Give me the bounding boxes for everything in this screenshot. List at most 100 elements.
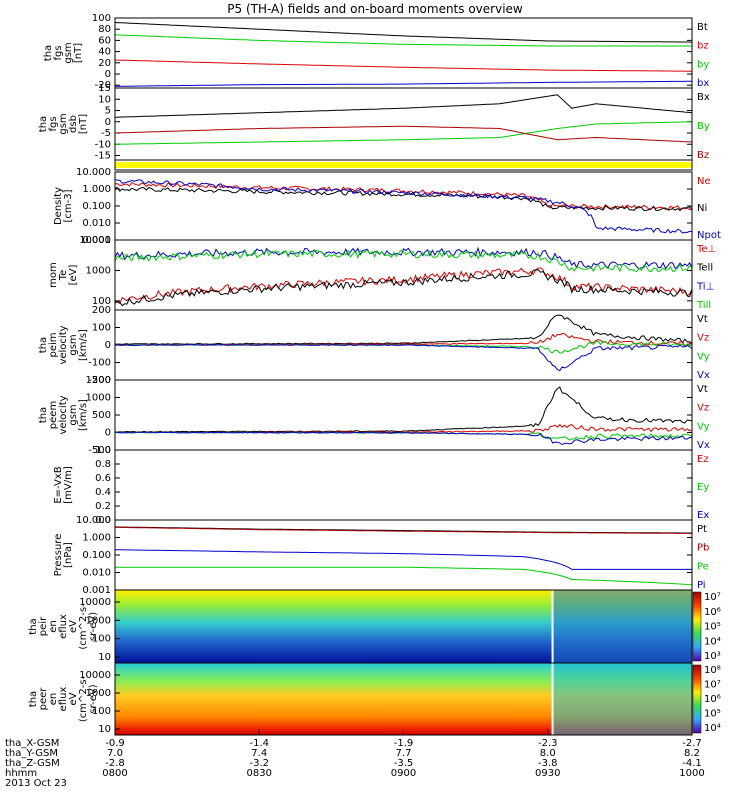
spectrogram-late-region — [552, 590, 692, 663]
panel-efield: 1.0 0.8 0.6 0.4 0.2 0.0 Ez Ey Ex E=-VxB [mV/m] — [53, 445, 709, 526]
x-axis-ephemeris: -0.97.0-2.80800-1.47.4-3.20830-1.97.7-3.… — [5, 729, 705, 789]
y-tick-label: 10 — [98, 652, 111, 663]
z-gsm-value: -4.1 — [682, 758, 702, 769]
series-Vx-line — [114, 344, 693, 372]
y-tick-label: 0.100 — [82, 201, 111, 212]
x-gsm-value: -2.7 — [682, 738, 702, 749]
colorbar: 10⁷ 10⁶ 10⁵ 10⁴ 10³ — [692, 591, 721, 662]
y-tick-label: 0.001 — [82, 235, 111, 246]
y-tick-label: 0.6 — [95, 473, 111, 484]
plot-title: P5 (TH-A) fields and on-board moments ov… — [227, 2, 523, 16]
y-tick-label: 10000 — [79, 235, 111, 246]
y-axis-label: Density — [53, 187, 64, 225]
y-axis-label: tha — [38, 337, 49, 353]
y-tick-label: 1000 — [86, 615, 111, 626]
y-gsm-value: 7.0 — [107, 748, 123, 759]
y-axis-label: velocity — [58, 395, 69, 434]
legend-label: Vx — [697, 370, 710, 381]
panel-peir-spectrogram: 10⁷ 10⁶ 10⁵ 10⁴ 10³ 10000 1000 100 10 tha peir en ef… — [28, 589, 721, 664]
y-axis-label: fgs — [48, 116, 59, 131]
z-gsm-value: -2.8 — [105, 758, 125, 769]
y-axis-label: [km/s] — [78, 399, 89, 431]
z-gsm-value: -3.5 — [394, 758, 414, 769]
series-Vx-line — [114, 431, 693, 446]
y-axis-label: [nT] — [78, 114, 89, 134]
y-tick-label: 1500 — [86, 375, 111, 386]
x-gsm-value: -1.4 — [249, 738, 269, 749]
hhmm-value: 1000 — [679, 768, 704, 779]
x-axis-row-label: tha_Y-GSM — [5, 748, 58, 759]
colorbar-bar — [692, 664, 702, 734]
y-tick-label: 0.4 — [95, 487, 111, 498]
y-tick-label: 0.2 — [95, 501, 111, 512]
legend-label: Vt — [697, 384, 708, 395]
y-axis-label: gsm — [68, 404, 79, 425]
y-axis-label: peer — [38, 687, 49, 711]
y-axis-label: en — [48, 620, 59, 633]
spectrogram-late-region — [552, 663, 692, 735]
y-axis-label: eV — [68, 620, 79, 633]
y-tick-label: 0.010 — [82, 568, 111, 579]
y-tick-label: 0 — [105, 340, 111, 351]
panel-temperature: 10000 1000 100 Te⊥ Tell Ti⊥ Till mom Te [eV] — [48, 235, 716, 311]
colorbar-label: 10⁵ — [704, 709, 721, 720]
y-axis-label: [nT] — [73, 43, 84, 63]
y-gsm-value: 8.2 — [684, 748, 700, 759]
colorbar: 10⁸ 10⁷ 10⁶ 10⁵ 10⁴ — [692, 664, 721, 734]
legend-label: Ni — [697, 203, 707, 214]
panel-frame — [114, 17, 693, 89]
y-axis-label: dsb — [68, 115, 79, 133]
y-tick-label: 0 — [105, 69, 111, 80]
y-axis-label: tha — [28, 618, 39, 634]
y-axis-label: gsm — [63, 42, 74, 63]
legend-label: bx — [697, 78, 709, 89]
y-tick-label: 1000 — [86, 688, 111, 699]
y-tick-label: 100 — [92, 296, 111, 307]
series-by-line — [114, 34, 692, 47]
y-tick-label: 15 — [98, 83, 111, 94]
legend-label: Till — [696, 300, 711, 311]
legend-label: Bx — [697, 92, 710, 103]
legend-label: Npot — [697, 230, 721, 241]
y-axis-label: velocity — [58, 325, 69, 364]
y-tick-label: -500 — [88, 445, 111, 456]
legend-label: Pb — [697, 543, 709, 554]
series-Vt-line — [114, 386, 693, 433]
y-axis-label: [mV/m] — [63, 466, 74, 504]
y-tick-label: 10 — [98, 724, 111, 735]
series-Pb-line — [115, 526, 692, 534]
y-axis-label: tha — [28, 691, 39, 707]
y-axis-label: [cm-3] — [63, 189, 74, 222]
legend-label: Vz — [697, 403, 709, 414]
legend-label: Pt — [697, 524, 707, 535]
legend-label: Pe — [697, 561, 709, 572]
y-tick-label: 1.000 — [82, 184, 111, 195]
colorbar-label: 10⁷ — [704, 592, 721, 603]
y-tick-label: 10.000 — [76, 515, 111, 526]
y-axis-label: sr-eV) — [88, 612, 99, 641]
y-axis-label: [km/s] — [78, 329, 89, 361]
y-tick-label: 10.000 — [76, 167, 111, 178]
legend-label: Pi — [697, 580, 706, 591]
y-tick-label: -5 — [101, 128, 111, 139]
series-bz-line — [114, 59, 692, 72]
y-axis-label: fgs — [53, 45, 64, 60]
legend-label: Vt — [697, 314, 708, 325]
panel-pressure: 10.000 1.000 0.100 0.010 0.001 Pt Pb Pe Pi Pressu… — [53, 515, 709, 596]
panel-frame — [114, 449, 693, 521]
y-axis-label: peir — [38, 616, 49, 636]
y-gsm-value: 7.7 — [396, 748, 412, 759]
y-tick-label: 100 — [92, 13, 111, 24]
y-tick-label: 100 — [92, 706, 111, 717]
colorbar-label: 10⁶ — [704, 607, 721, 618]
series-Vt-line — [115, 314, 693, 345]
panel-peer-spectrogram: 10⁸ 10⁷ 10⁶ 10⁵ 10⁴ 10000 1000 100 10 tha peer en ef… — [28, 662, 721, 736]
y-tick-label: 200 — [92, 305, 111, 316]
legend-label: Vy — [697, 421, 710, 432]
y-tick-label: 100 — [92, 323, 111, 334]
x-gsm-value: -2.3 — [538, 738, 558, 749]
y-tick-label: 500 — [92, 410, 111, 421]
